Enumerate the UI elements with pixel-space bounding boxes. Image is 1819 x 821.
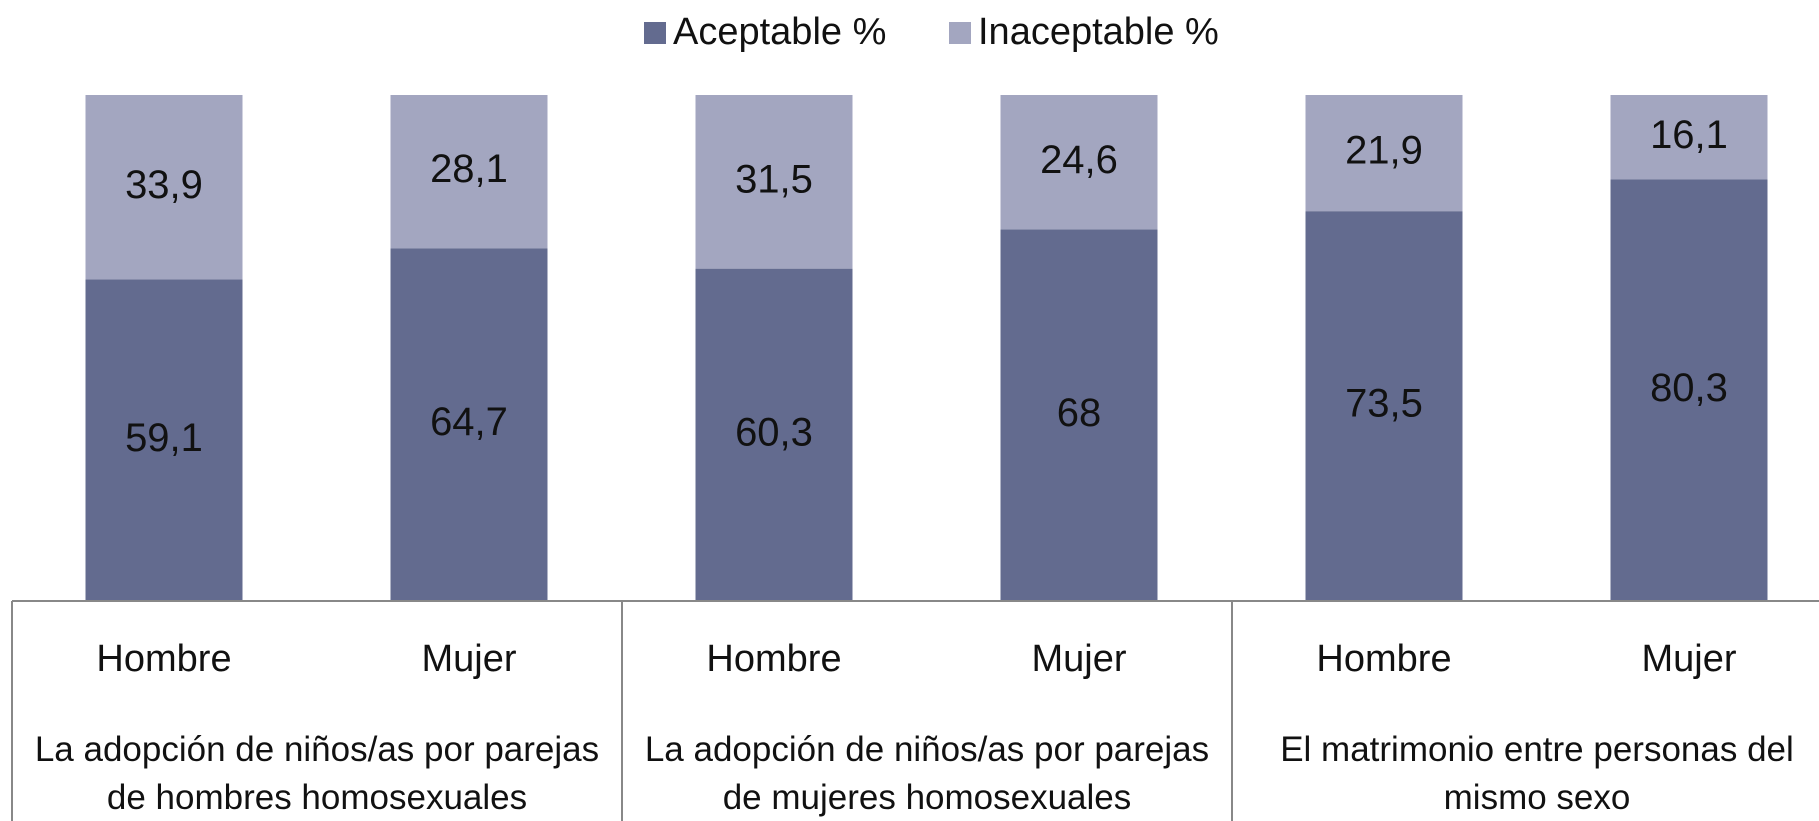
x-tick-label: Mujer — [1031, 638, 1126, 680]
bar-segment — [695, 268, 853, 601]
value-label: 80,3 — [1650, 366, 1728, 410]
bar-segment — [390, 95, 548, 249]
value-label: 68 — [1057, 391, 1102, 435]
value-label: 31,5 — [735, 157, 813, 201]
bar-segment — [1305, 211, 1463, 601]
bar-segment — [85, 279, 243, 601]
x-tick-label: Hombre — [706, 638, 841, 680]
bar-segment — [1000, 229, 1158, 601]
legend-label: Aceptable % — [673, 11, 886, 53]
value-label: 16,1 — [1650, 113, 1728, 157]
x-tick-label: Mujer — [1641, 638, 1736, 680]
value-label: 24,6 — [1040, 138, 1118, 182]
x-tick-label: Hombre — [96, 638, 231, 680]
legend-swatch — [644, 22, 666, 44]
value-label: 33,9 — [125, 163, 203, 207]
group-label: La adopción de niños/as por parejas de m… — [644, 730, 1210, 817]
bar-segment — [85, 95, 243, 280]
value-label: 73,5 — [1345, 382, 1423, 426]
value-label: 64,7 — [430, 400, 508, 444]
value-label: 21,9 — [1345, 129, 1423, 173]
value-label: 28,1 — [430, 147, 508, 191]
group-label: El matrimonio entre personas del mismo s… — [1280, 730, 1794, 817]
legend-label: Inaceptable % — [978, 11, 1219, 53]
bar-segment — [1610, 179, 1768, 601]
group-label: La adopción de niños/as por parejas de h… — [34, 730, 600, 817]
bar-segment — [1000, 95, 1158, 230]
value-label: 59,1 — [125, 416, 203, 460]
bar-segment — [1305, 95, 1463, 212]
bar-segment — [390, 248, 548, 602]
bar-segment — [695, 95, 853, 269]
legend-swatch — [949, 22, 971, 44]
bar-segment — [1610, 95, 1768, 180]
value-label: 60,3 — [735, 410, 813, 454]
x-tick-label: Mujer — [421, 638, 516, 680]
x-tick-label: Hombre — [1316, 638, 1451, 680]
